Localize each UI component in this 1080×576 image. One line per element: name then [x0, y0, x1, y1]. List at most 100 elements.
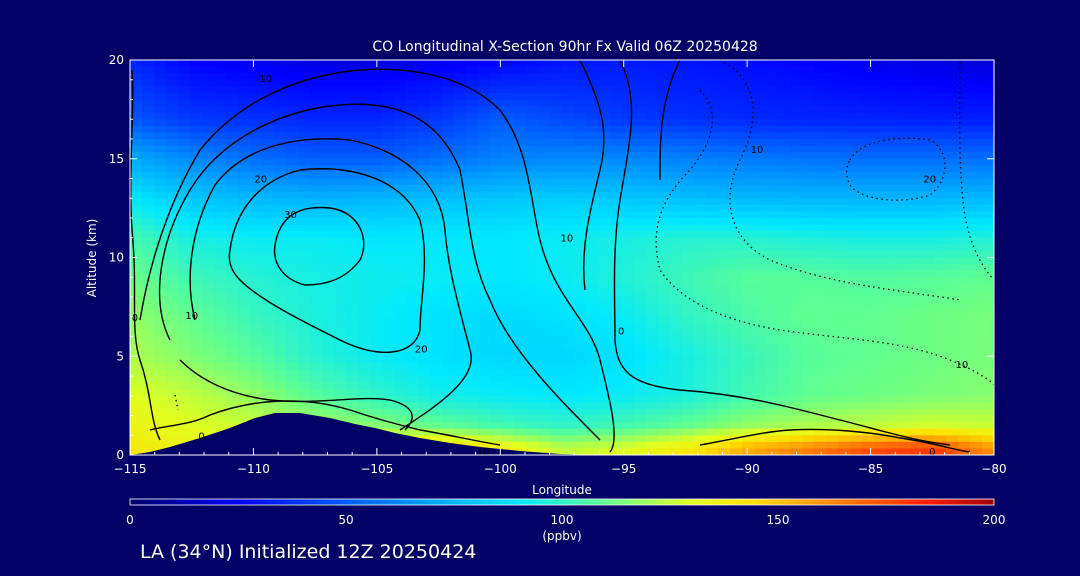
heat-cell: [610, 86, 623, 94]
heat-cell: [586, 408, 599, 417]
heat-cell: [670, 323, 683, 331]
heat-cell: [766, 264, 779, 272]
heat-cell: [790, 428, 803, 436]
heat-cell: [850, 211, 863, 219]
heat-cell: [802, 257, 815, 265]
heat-cell: [814, 244, 827, 252]
heat-cell: [814, 106, 827, 114]
heat-cell: [406, 356, 419, 364]
heat-cell: [850, 185, 863, 193]
heat-cell: [622, 349, 635, 357]
heat-cell: [490, 316, 503, 324]
heat-cell: [622, 191, 635, 199]
heat-cell: [394, 303, 407, 311]
heat-cell: [142, 382, 155, 390]
heat-cell: [394, 395, 407, 403]
heat-cell: [850, 231, 863, 239]
heat-cell: [178, 224, 191, 232]
heat-cell: [142, 408, 155, 417]
heat-cell: [466, 66, 479, 74]
heat-cell: [214, 106, 227, 114]
heat-cell: [394, 329, 407, 338]
heat-cell: [706, 92, 719, 101]
heat-cell: [598, 336, 611, 344]
heat-cell: [646, 303, 659, 311]
heat-cell: [466, 218, 479, 226]
heat-cell: [778, 139, 791, 147]
heat-cell: [874, 224, 887, 232]
heat-cell: [946, 60, 959, 68]
heat-cell: [526, 145, 539, 153]
heat-cell: [658, 112, 671, 120]
heat-cell: [502, 79, 515, 87]
heat-cell: [742, 99, 755, 107]
heat-cell: [250, 356, 263, 364]
heat-cell: [598, 178, 611, 186]
heat-cell: [670, 435, 683, 443]
heat-cell: [634, 66, 647, 74]
heat-cell: [130, 60, 143, 68]
heat-cell: [442, 382, 455, 390]
heat-cell: [946, 283, 959, 292]
heat-cell: [910, 211, 923, 219]
heat-cell: [874, 329, 887, 338]
contour-label: 10: [477, 447, 490, 458]
heat-cell: [850, 297, 863, 305]
heat-cell: [442, 356, 455, 364]
heat-cell: [214, 415, 227, 423]
heat-cell: [838, 99, 851, 107]
heat-cell: [718, 422, 731, 430]
heat-cell: [334, 125, 347, 134]
heat-cell: [310, 336, 323, 344]
heat-cell: [670, 191, 683, 199]
heat-cell: [598, 395, 611, 403]
heat-cell: [982, 237, 994, 245]
heat-cell: [634, 336, 647, 344]
heat-cell: [478, 290, 491, 298]
heat-cell: [370, 92, 383, 101]
heat-cell: [766, 349, 779, 357]
heat-cell: [442, 224, 455, 232]
heat-cell: [298, 349, 311, 357]
heat-cell: [586, 231, 599, 239]
heat-cell: [286, 244, 299, 252]
heat-cell: [670, 402, 683, 410]
heat-cell: [934, 244, 947, 252]
heat-cell: [622, 435, 635, 443]
heat-cell: [550, 171, 563, 180]
heat-cell: [502, 152, 515, 160]
heat-cell: [742, 428, 755, 436]
heat-cell: [982, 231, 994, 239]
heat-cell: [766, 441, 779, 450]
heat-cell: [310, 125, 323, 134]
heat-cell: [214, 349, 227, 357]
heat-cell: [478, 356, 491, 364]
heat-cell: [850, 132, 863, 140]
heat-cell: [274, 119, 287, 127]
heat-cell: [958, 428, 971, 436]
heat-cell: [850, 415, 863, 423]
heat-cell: [286, 369, 299, 377]
heat-cell: [958, 290, 971, 298]
heat-cell: [598, 402, 611, 410]
heat-cell: [370, 250, 383, 259]
heat-cell: [934, 362, 947, 371]
heat-cell: [694, 415, 707, 423]
heat-cell: [658, 336, 671, 344]
heat-cell: [754, 198, 767, 206]
heat-cell: [586, 343, 599, 351]
heat-cell: [202, 290, 215, 298]
heat-cell: [898, 99, 911, 107]
heat-cell: [826, 415, 839, 423]
heat-cell: [982, 435, 994, 443]
heat-cell: [838, 395, 851, 403]
heat-cell: [886, 178, 899, 186]
heat-cell: [778, 60, 791, 68]
heat-cell: [634, 185, 647, 193]
heat-cell: [586, 382, 599, 390]
heat-cell: [178, 204, 191, 213]
heat-cell: [490, 125, 503, 134]
heat-cell: [154, 415, 167, 423]
heat-cell: [742, 343, 755, 351]
heat-cell: [574, 106, 587, 114]
